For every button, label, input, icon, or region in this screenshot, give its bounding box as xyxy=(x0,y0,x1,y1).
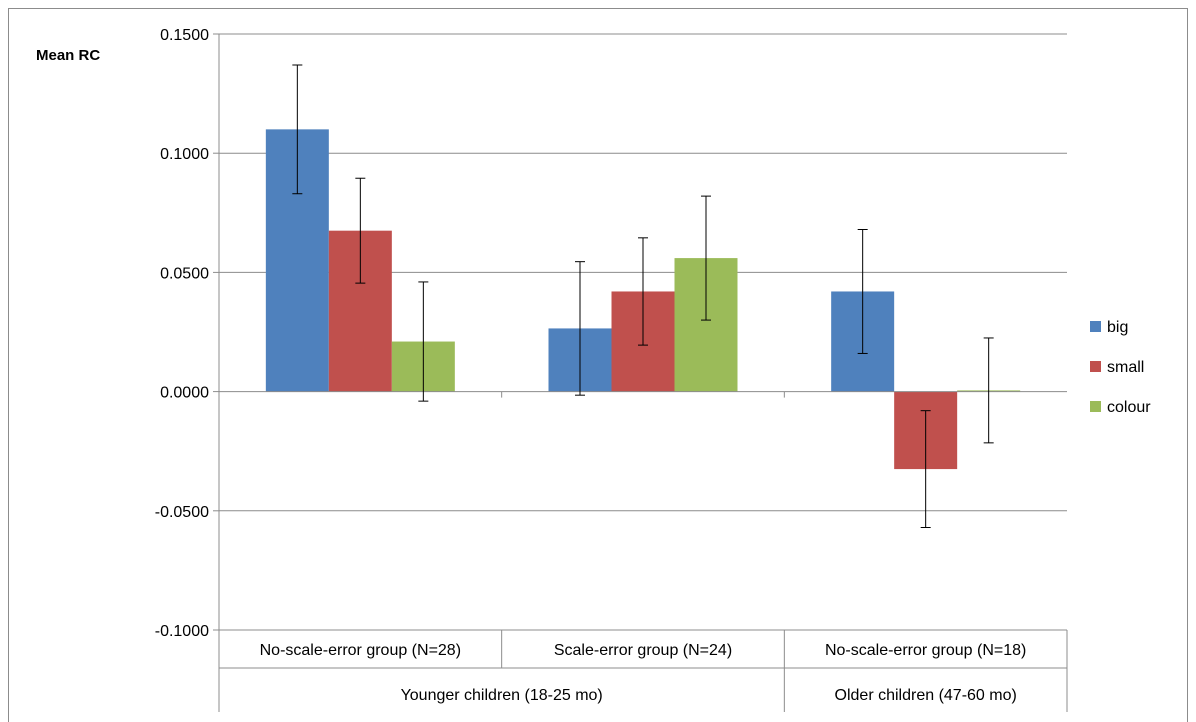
legend-label-small: small xyxy=(1107,359,1144,376)
category-labels: No-scale-error group (N=28) Scale-error g… xyxy=(260,642,1027,704)
legend: big small colour xyxy=(1090,319,1151,416)
error-bars xyxy=(292,64,994,528)
axes xyxy=(218,34,1068,712)
legend-swatch-small xyxy=(1090,361,1101,372)
y-tick-label: 0.1000 xyxy=(160,146,209,163)
category-label: Scale-error group (N=24) xyxy=(554,642,732,659)
category-label: No-scale-error group (N=28) xyxy=(260,642,461,659)
group-label: Younger children (18-25 mo) xyxy=(401,687,603,704)
y-tick-label: -0.0500 xyxy=(155,504,209,521)
y-tick-labels: 0.1500 0.1000 0.0500 0.0000 -0.0500 -0.1000 xyxy=(155,27,209,640)
y-tick-label: 0.1500 xyxy=(160,27,209,44)
y-tick-label: 0.0000 xyxy=(160,385,209,402)
y-axis-label: Mean RC xyxy=(36,47,100,64)
legend-label-colour: colour xyxy=(1107,399,1151,416)
y-tick-label: 0.0500 xyxy=(160,265,209,282)
chart-frame xyxy=(8,8,1188,722)
legend-label-big: big xyxy=(1107,319,1128,336)
legend-swatch-colour xyxy=(1090,401,1101,412)
category-label: No-scale-error group (N=18) xyxy=(825,642,1026,659)
group-label: Older children (47-60 mo) xyxy=(835,687,1017,704)
legend-swatch-big xyxy=(1090,321,1101,332)
y-tick-label: -0.1000 xyxy=(155,623,209,640)
